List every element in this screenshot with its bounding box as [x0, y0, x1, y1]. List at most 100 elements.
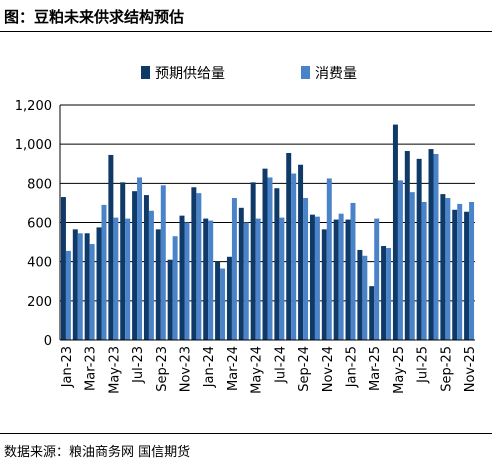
bar-consumption [386, 247, 392, 340]
bar-supply [392, 124, 398, 340]
bar-supply [226, 256, 232, 340]
bar-supply [72, 229, 78, 340]
bar-consumption [374, 218, 380, 340]
x-tick-label: Nov-24 [321, 346, 336, 392]
x-tick-labels: Jan-23 Mar-23 May-23 Jul-23 Sep-23 Nov-23 Jan-… [60, 346, 478, 394]
x-tick-label: Mar-23 [84, 346, 99, 391]
bar-consumption [255, 218, 261, 340]
bar-consumption [267, 177, 273, 340]
bar-consumption [196, 193, 202, 341]
supply-consumption-bar-chart: 0 200 400 600 800 1,000 1,200 Jan-23 Mar-23 May-… [15, 66, 478, 394]
y-tick-label: 1,200 [15, 99, 52, 114]
bar-supply [464, 211, 470, 340]
bar-supply [452, 209, 458, 340]
bar-consumption [89, 244, 95, 340]
bar-consumption [291, 173, 297, 340]
bar-supply [179, 215, 185, 340]
y-tick-label: 1,000 [15, 138, 52, 153]
bar-consumption [397, 180, 403, 340]
bar-consumption [160, 185, 166, 340]
bar-supply [143, 195, 149, 340]
bar-consumption [350, 202, 356, 340]
bar-supply [274, 188, 280, 340]
bar-supply [167, 259, 173, 340]
axes [59, 105, 475, 341]
bar-supply [309, 214, 315, 340]
bar-supply [132, 191, 138, 340]
bar-consumption [184, 222, 190, 340]
bar-supply [238, 207, 244, 340]
bar-supply [203, 218, 209, 340]
bar-consumption [137, 177, 143, 340]
x-tick-label: Jul-25 [416, 346, 431, 384]
bar-supply [321, 229, 327, 340]
title-rule [0, 31, 492, 32]
bar-consumption [326, 178, 332, 340]
bar-supply [120, 182, 126, 340]
bar-supply [286, 152, 292, 340]
x-tick-label: Jan-24 [202, 346, 217, 388]
x-tick-label: May-25 [392, 346, 407, 394]
bar-consumption [65, 250, 71, 340]
y-tick-label: 600 [27, 217, 52, 232]
bar-consumption [469, 201, 475, 340]
x-tick-label: Mar-25 [368, 346, 383, 391]
bar-supply [96, 227, 102, 340]
bar-consumption [125, 218, 131, 340]
x-tick-label: Sep-23 [155, 346, 170, 392]
x-tick-label: Jan-23 [60, 346, 75, 388]
bar-consumption [314, 216, 320, 341]
x-tick-label: May-24 [250, 346, 265, 394]
bar-supply [155, 229, 161, 340]
bar-consumption [362, 255, 368, 340]
y-tick-label: 800 [27, 177, 52, 192]
bar-consumption [409, 192, 415, 340]
x-tick-label: Jan-25 [345, 346, 360, 388]
x-tick-label: Jul-24 [273, 346, 288, 384]
x-tick-label: Sep-25 [439, 346, 454, 392]
bar-consumption [148, 210, 154, 340]
x-tick-label: Jul-23 [131, 346, 146, 384]
bar-supply [369, 286, 375, 340]
bar-supply [357, 249, 363, 340]
bar-consumption [77, 233, 83, 340]
bar-consumption [113, 217, 119, 340]
bar-supply [428, 149, 434, 340]
bar-consumption [303, 198, 309, 340]
bar-supply [250, 182, 256, 340]
bar-consumption [445, 198, 451, 340]
bars [60, 124, 475, 341]
x-tick-label: Sep-24 [297, 346, 312, 392]
y-tick-label: 400 [27, 256, 52, 271]
bar-consumption [279, 217, 285, 340]
x-tick-label: Nov-23 [179, 346, 194, 392]
bar-consumption [338, 213, 344, 340]
source-rule [0, 433, 492, 434]
legend-label-supply: 预期供给量 [155, 66, 225, 82]
y-tick-labels: 0 200 400 600 800 1,000 1,200 [15, 99, 52, 349]
legend-label-consumption: 消费量 [315, 66, 357, 82]
y-tick-label: 200 [27, 295, 52, 310]
bar-supply [108, 154, 114, 340]
bar-consumption [433, 153, 439, 340]
bar-supply [84, 233, 90, 340]
bar-consumption [220, 268, 226, 340]
legend-swatch-consumption [301, 66, 310, 79]
bar-consumption [101, 204, 107, 341]
source-note: 数据来源：粮油商务网 国信期货 [4, 445, 191, 460]
bar-supply [262, 168, 268, 340]
bar-supply [440, 194, 446, 340]
bar-consumption [208, 220, 214, 340]
y-tick-label: 0 [44, 334, 52, 349]
bar-consumption [172, 236, 178, 340]
bar-consumption [457, 203, 463, 340]
x-tick-label: Mar-24 [226, 346, 241, 391]
bar-consumption [421, 201, 427, 340]
bar-supply [381, 246, 387, 340]
bar-consumption [243, 222, 249, 340]
bar-supply [191, 187, 197, 340]
bar-consumption [231, 198, 237, 340]
figure-title: 图：豆粕未来供求结构预估 [4, 8, 185, 26]
bar-supply [345, 219, 351, 340]
bar-supply [404, 151, 410, 340]
